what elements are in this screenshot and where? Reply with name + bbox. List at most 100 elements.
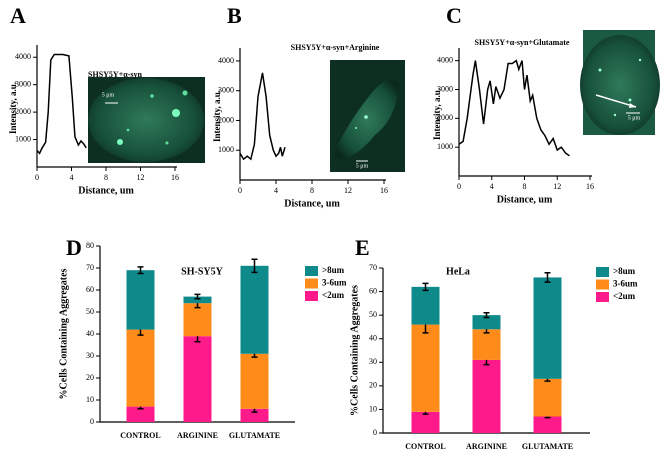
x-axis-label: Distance, um xyxy=(284,198,340,209)
x-tick-label: 16 xyxy=(586,182,594,191)
x-tick-label: 0 xyxy=(238,186,242,195)
profile-line xyxy=(458,59,570,157)
annotation: 5 μm xyxy=(102,92,115,98)
y-tick-label: 10 xyxy=(369,404,377,413)
x-tick-label: 16 xyxy=(380,186,388,195)
x-tick-label: 4 xyxy=(274,186,278,195)
x-tick-label: ARGININE xyxy=(177,431,218,440)
panel-label: C xyxy=(446,3,462,28)
bar-segment xyxy=(126,329,155,407)
bar-segment xyxy=(533,378,562,417)
panel-label: B xyxy=(227,3,242,28)
title: SHSY5Y+α-syn xyxy=(88,70,142,79)
bar-segment xyxy=(472,359,501,433)
y-tick-label: 40 xyxy=(86,329,94,338)
y-axis-label: %Cells Containing Aggregates xyxy=(58,268,69,399)
x-axis-label: Distance, um xyxy=(78,185,134,196)
y-tick-label: 20 xyxy=(86,373,94,382)
x-tick-label: 12 xyxy=(137,173,145,182)
y-tick-label: 60 xyxy=(86,285,94,294)
legend-swatch xyxy=(596,267,609,277)
y-tick-label: 50 xyxy=(369,310,377,319)
title: HeLa xyxy=(446,266,470,277)
bar-segment xyxy=(533,416,562,433)
x-tick-label: GLUTAMATE xyxy=(522,442,573,451)
title: SH-SY5Y xyxy=(181,266,223,277)
bar-segment xyxy=(183,336,212,422)
y-axis-label: %Cells Containing Aggregates xyxy=(349,285,360,416)
bar-segment xyxy=(126,406,155,422)
profile-line xyxy=(239,72,286,161)
y-tick-label: 3000 xyxy=(15,80,31,89)
x-axis-label: Distance, um xyxy=(497,194,553,205)
y-tick-label: 4000 xyxy=(218,56,234,65)
annotation: 5 μm xyxy=(628,115,641,121)
y-tick-label: 80 xyxy=(86,241,94,250)
y-tick-label: 2000 xyxy=(15,107,31,116)
panel-label: E xyxy=(355,235,370,260)
y-tick-label: 60 xyxy=(369,286,377,295)
y-tick-label: 30 xyxy=(86,351,94,360)
bar-segment xyxy=(240,353,269,409)
y-axis-label: Intensity, a.u. xyxy=(212,90,222,142)
panel-label: D xyxy=(66,235,82,260)
error-bar xyxy=(194,293,201,300)
legend-swatch xyxy=(596,279,609,290)
legend-label: 3-6um xyxy=(613,279,638,289)
bar-segment xyxy=(411,286,440,325)
x-tick-label: CONTROL xyxy=(120,431,160,440)
panel-label: A xyxy=(10,3,26,28)
x-tick-label: 0 xyxy=(457,182,461,191)
legend-label: >8um xyxy=(322,265,345,275)
x-tick-label: 8 xyxy=(310,186,314,195)
bar-segment xyxy=(533,277,562,379)
y-tick-label: 0 xyxy=(90,417,94,426)
y-tick-label: 4000 xyxy=(15,52,31,61)
error-bar xyxy=(483,312,490,319)
y-tick-label: 70 xyxy=(369,263,377,272)
y-tick-label: 2000 xyxy=(437,113,453,122)
legend-label: >8um xyxy=(613,266,636,276)
micrograph-c xyxy=(580,30,660,135)
y-tick-label: 3000 xyxy=(437,84,453,93)
legend-swatch xyxy=(305,266,318,276)
bar-segment xyxy=(183,303,212,337)
y-tick-label: 70 xyxy=(86,263,94,272)
legend-swatch xyxy=(305,291,318,301)
annotation: 5 μm xyxy=(356,163,369,169)
x-tick-label: 8 xyxy=(104,173,108,182)
bar-segment xyxy=(240,265,269,354)
y-tick-label: 50 xyxy=(86,307,94,316)
micrograph-b xyxy=(330,60,405,172)
y-tick-label: 30 xyxy=(369,357,377,366)
y-tick-label: 40 xyxy=(369,334,377,343)
error-bar xyxy=(422,282,429,292)
y-tick-label: 1000 xyxy=(218,145,234,154)
y-tick-label: 3000 xyxy=(218,86,234,95)
legend-label: <2um xyxy=(613,291,636,301)
bar-segment xyxy=(472,329,501,360)
title: SHSY5Y+α-syn+Glutamate xyxy=(475,38,570,47)
y-tick-label: 2000 xyxy=(218,115,234,124)
y-tick-label: 0 xyxy=(373,428,377,437)
legend-swatch xyxy=(596,292,609,302)
bar-segment xyxy=(472,315,501,330)
y-axis-label: Intensity, a.u. xyxy=(8,82,18,134)
y-tick-label: 20 xyxy=(369,381,377,390)
x-tick-label: 12 xyxy=(344,186,352,195)
y-axis-label: Intensity, a.u. xyxy=(432,88,442,140)
x-tick-label: 16 xyxy=(171,173,179,182)
x-tick-label: GLUTAMATE xyxy=(229,431,280,440)
x-tick-label: 4 xyxy=(490,182,494,191)
x-tick-label: ARGININE xyxy=(466,442,507,451)
x-tick-label: 12 xyxy=(553,182,561,191)
x-tick-label: 8 xyxy=(523,182,527,191)
bar-segment xyxy=(411,324,440,412)
legend-label: 3-6um xyxy=(322,278,347,288)
y-tick-label: 1000 xyxy=(437,142,453,151)
title: SHSY5Y+α-syn+Arginine xyxy=(291,43,380,52)
y-tick-label: 1000 xyxy=(15,134,31,143)
bar-segment xyxy=(183,296,212,304)
bar-segment xyxy=(411,411,440,433)
error-bar xyxy=(251,258,258,274)
